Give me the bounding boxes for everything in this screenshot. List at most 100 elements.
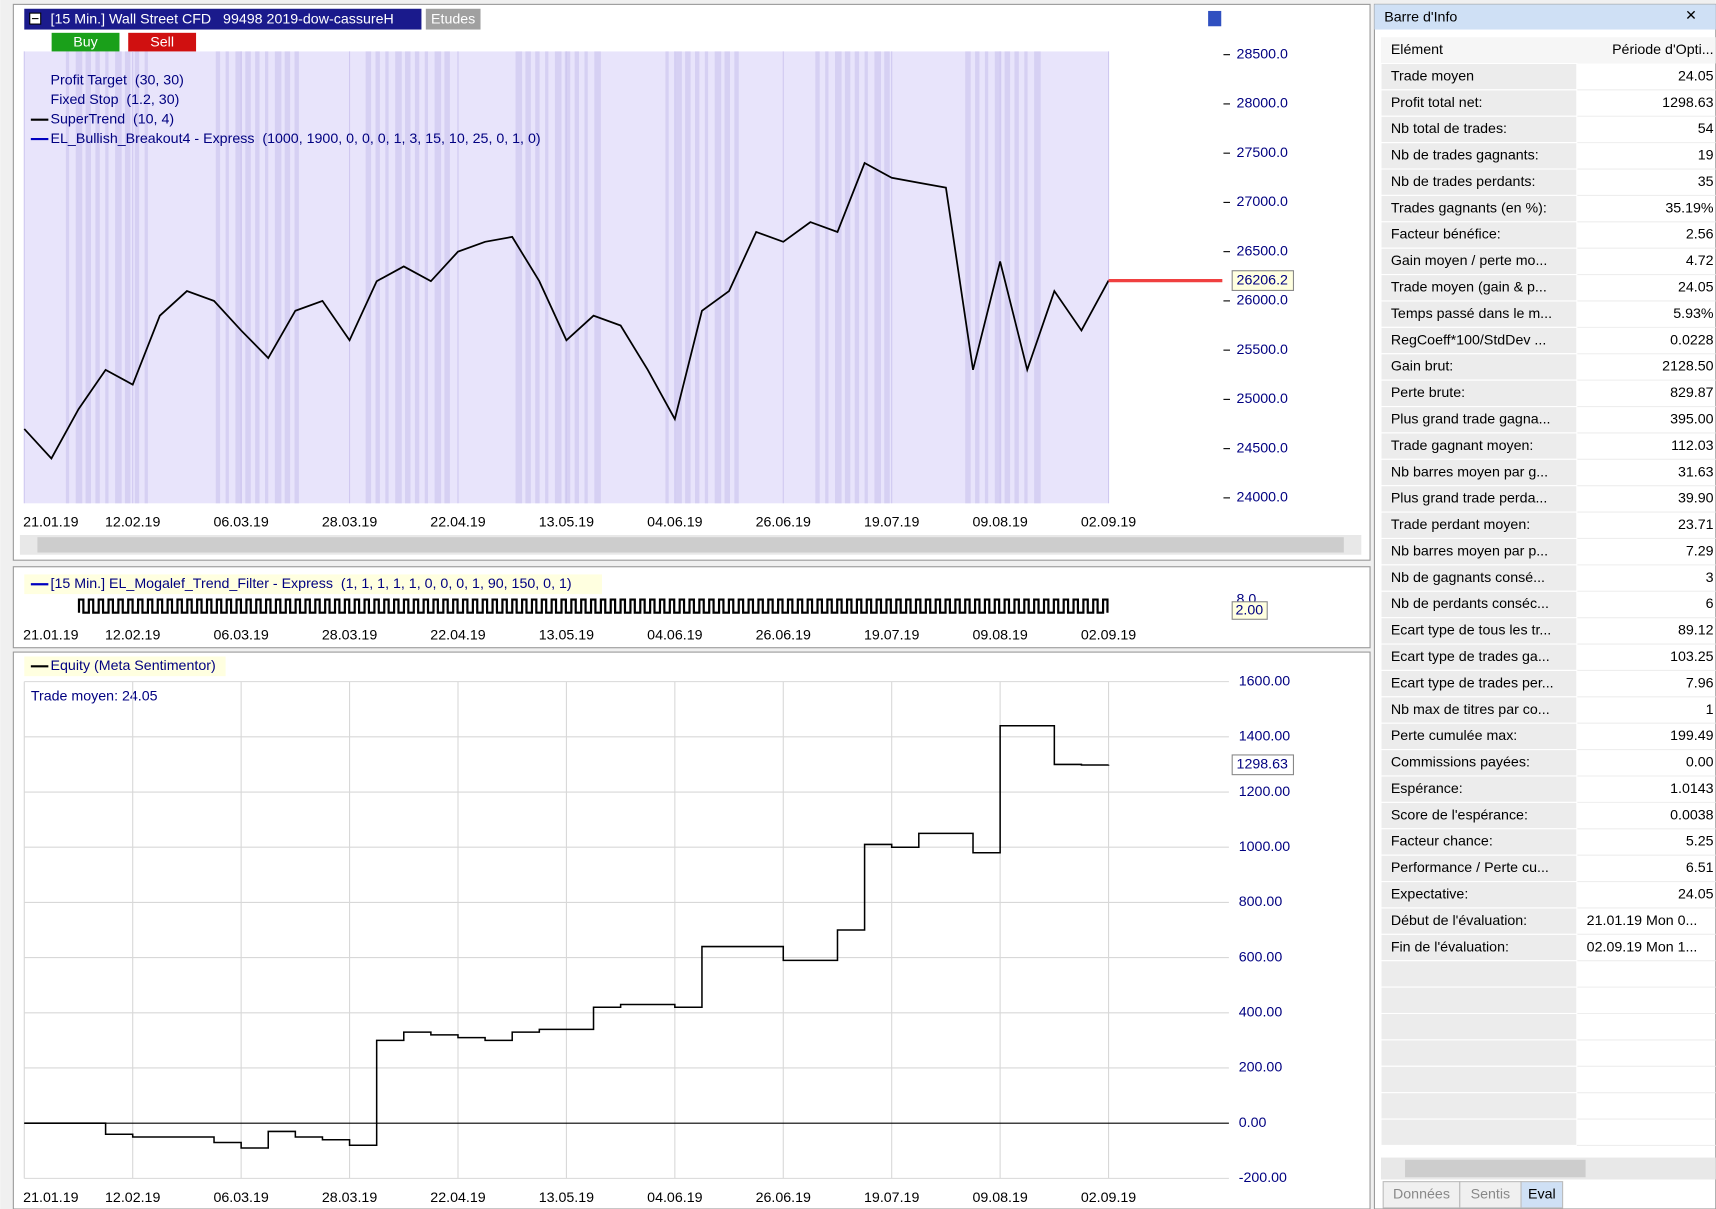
row-label-cell	[1380, 828, 1578, 856]
row-label-cell	[1380, 194, 1578, 223]
stripe	[264, 51, 269, 504]
stripe	[1004, 51, 1011, 504]
scroll-thumb[interactable]	[37, 537, 1344, 553]
row-label: Performance / Perte cu...	[1391, 860, 1549, 876]
column-header: Période d'Opti...	[1612, 42, 1714, 58]
row-label-cell	[1380, 617, 1578, 645]
x-tick-label: 22.04.19	[430, 515, 485, 531]
x-tick-label: 19.07.19	[864, 1190, 919, 1206]
row-value: 24.05	[1678, 280, 1714, 296]
y-tick-label: 400.00	[1239, 1005, 1283, 1021]
stripe	[215, 51, 221, 504]
column-header: Elément	[1391, 42, 1443, 58]
row-label-cell	[1380, 274, 1578, 302]
x-tick-label: 09.08.19	[972, 1190, 1027, 1206]
legend-entry: Fixed Stop (1.2, 30)	[51, 92, 180, 108]
row-label: Nb max de titres par co...	[1391, 702, 1550, 718]
last-equity-box	[1231, 754, 1295, 776]
row-value: 1298.63	[1662, 95, 1713, 111]
x-tick-label: 19.07.19	[864, 627, 919, 643]
stripe	[284, 51, 291, 504]
studies-button[interactable]	[425, 8, 481, 30]
row-label-cell	[1380, 986, 1578, 1015]
row-label-cell	[1380, 300, 1578, 328]
row-value: 35.19%	[1665, 200, 1714, 216]
row-label: Gain moyen / perte mo...	[1391, 253, 1547, 269]
row-value: 89.12	[1678, 623, 1714, 639]
y-tick-label: 1200.00	[1239, 784, 1290, 800]
stripe	[525, 51, 531, 504]
buy-button[interactable]	[51, 32, 120, 52]
row-value: 112.03	[1671, 438, 1714, 454]
stripe	[864, 51, 868, 504]
stripe	[994, 51, 1002, 504]
sell-button[interactable]	[128, 32, 197, 52]
row-label-cell	[1380, 168, 1578, 196]
x-tick-label: 09.08.19	[972, 627, 1027, 643]
indicator-legend-bg	[24, 574, 602, 595]
row-value: 0.0038	[1670, 807, 1714, 823]
stripe	[515, 51, 523, 504]
stripe	[574, 51, 579, 504]
info-tabs: Données Sentis Eval	[1382, 1181, 1564, 1209]
tab[interactable]	[1520, 1181, 1564, 1209]
x-tick-label: 28.03.19	[322, 627, 377, 643]
row-label: Nb de trades gagnants:	[1391, 148, 1539, 164]
row-label: Nb total de trades:	[1391, 121, 1507, 137]
row-label: Trade moyen	[1391, 68, 1474, 84]
x-tick-label: 04.06.19	[647, 515, 702, 531]
stripe	[124, 51, 131, 504]
tab[interactable]	[1382, 1181, 1461, 1209]
stripe	[235, 51, 243, 504]
stripe	[414, 51, 420, 504]
row-label: Plus grand trade gagna...	[1391, 411, 1551, 427]
header-row	[1380, 37, 1716, 64]
y-tick-label: 0.00	[1239, 1115, 1267, 1131]
stripe	[294, 51, 299, 504]
stripe	[564, 51, 571, 504]
pin-icon[interactable]: ✕	[1685, 8, 1697, 24]
row-label: Nb de trades perdants:	[1391, 174, 1536, 190]
stripe	[724, 51, 730, 504]
x-tick-label: 13.05.19	[539, 627, 594, 643]
row-label-cell	[1380, 142, 1578, 170]
row-label: Trades gagnants (en %):	[1391, 200, 1547, 216]
row-label-cell	[1380, 590, 1578, 619]
y-tick-label: 200.00	[1239, 1060, 1283, 1076]
row-label: Perte brute:	[1391, 385, 1465, 401]
stripe	[835, 51, 842, 504]
row-value: 1.0143	[1670, 781, 1714, 797]
row-label: Facteur chance:	[1391, 834, 1493, 850]
row-label: Espérance:	[1391, 781, 1463, 797]
row-label-cell	[1380, 669, 1578, 698]
info-title-bar	[1374, 4, 1716, 30]
row-label-cell	[1380, 1092, 1578, 1120]
row-value: 2128.50	[1662, 359, 1713, 375]
stripe	[444, 51, 450, 504]
row-label-cell	[1380, 511, 1578, 540]
info-title: Barre d'Info	[1384, 9, 1457, 25]
x-tick-label: 12.02.19	[105, 1190, 160, 1206]
row-value: 2.56	[1686, 227, 1714, 243]
row-label: Trade perdant moyen:	[1391, 517, 1530, 533]
row-label-cell	[1380, 1012, 1578, 1041]
row-value: 35	[1698, 174, 1714, 190]
stripe	[984, 51, 989, 504]
x-tick-label: 06.03.19	[213, 1190, 268, 1206]
row-label: Plus grand trade perda...	[1391, 491, 1548, 507]
x-tick-label: 26.06.19	[756, 1190, 811, 1206]
row-value: 4.72	[1686, 253, 1714, 269]
row-label-cell	[1380, 115, 1578, 144]
x-tick-label: 12.02.19	[105, 515, 160, 531]
info-scroll-thumb[interactable]	[1405, 1159, 1586, 1178]
row-label-cell	[1380, 933, 1578, 962]
row-label-cell	[1380, 326, 1578, 355]
indicator-legend: [15 Min.] EL_Mogalef_Trend_Filter - Expr…	[51, 576, 572, 592]
row-value: 199.49	[1670, 728, 1714, 744]
calc-icon[interactable]	[1208, 10, 1222, 27]
stripe	[385, 51, 389, 504]
row-label-cell	[1380, 881, 1578, 909]
row-value: 103.25	[1670, 649, 1714, 665]
row-value: 02.09.19 Mon 1...	[1587, 939, 1698, 955]
